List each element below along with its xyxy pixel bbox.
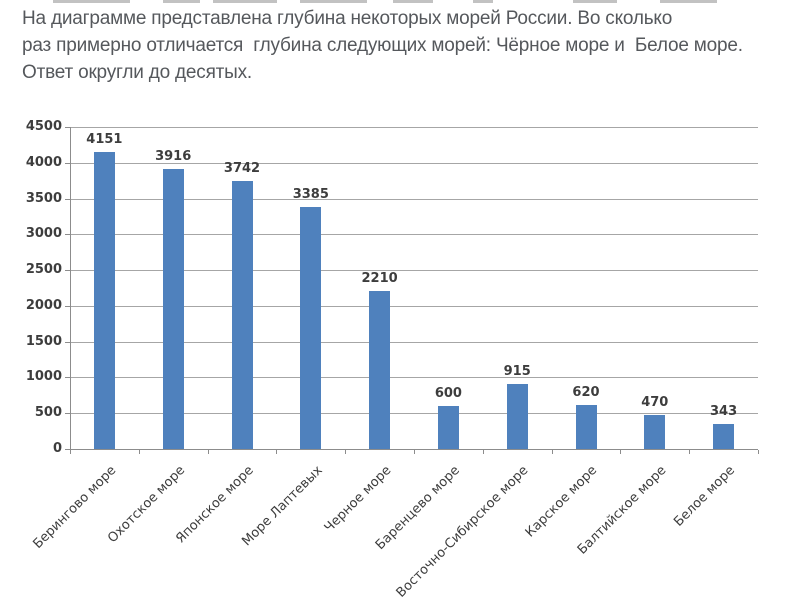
- bar-value-label: 4151: [86, 131, 123, 147]
- y-axis-line: [70, 127, 71, 449]
- y-axis-tick: [65, 377, 70, 379]
- clipped-text-remnant: [393, 0, 433, 3]
- clipped-text-remnant: [53, 0, 130, 3]
- bar: [300, 206, 322, 449]
- y-axis-tick: [65, 413, 70, 415]
- bar: [644, 415, 666, 449]
- bar-value-label: 343: [710, 404, 738, 420]
- bar-value-label: 3742: [223, 161, 261, 177]
- x-axis-tick: [70, 450, 71, 454]
- gridline: [70, 198, 758, 200]
- clipped-text-remnant: [573, 0, 617, 3]
- clipped-text-remnant: [163, 0, 200, 3]
- bar-value-label: 470: [641, 395, 669, 411]
- x-category-label-text: Белое море: [671, 463, 739, 530]
- gridline: [70, 234, 758, 236]
- y-axis-label: 3000: [25, 226, 62, 242]
- x-axis-tick: [758, 450, 759, 454]
- y-axis-label: 4000: [25, 154, 62, 170]
- clipped-text-remnant: [213, 0, 277, 3]
- y-axis-label: 1500: [25, 333, 62, 349]
- bar: [162, 168, 184, 449]
- bar: [369, 290, 391, 449]
- x-axis-tick: [689, 450, 691, 454]
- y-axis-label: 2500: [25, 262, 62, 278]
- bar: [713, 424, 735, 449]
- x-category-label-text: Берингово море: [30, 463, 119, 552]
- gridline: [70, 377, 758, 379]
- y-axis-tick: [65, 341, 70, 343]
- question-text: На диаграмме представлена глубина некото…: [22, 5, 782, 86]
- x-axis-tick: [138, 450, 140, 454]
- clipped-text-remnant: [300, 0, 367, 3]
- x-axis-tick: [551, 450, 553, 454]
- clipped-text-remnant: [473, 0, 493, 3]
- x-category-label-text: Черное море: [321, 463, 395, 536]
- x-axis-tick: [414, 450, 415, 454]
- bar: [93, 151, 115, 449]
- x-axis-line: [70, 449, 758, 450]
- x-axis-tick: [207, 450, 209, 454]
- gridline: [70, 341, 758, 343]
- x-axis-tick: [482, 450, 484, 454]
- clipped-text-remnant: [660, 0, 717, 3]
- x-axis-tick: [620, 450, 622, 454]
- x-category-label-text: Восточно-Сибирское море: [394, 463, 532, 601]
- y-axis-label: 0: [52, 441, 62, 456]
- y-axis-label: 500: [34, 405, 62, 421]
- gridline: [70, 162, 758, 164]
- y-axis-label: 3500: [25, 190, 62, 206]
- bar: [437, 406, 459, 449]
- y-axis-label: 4500: [25, 119, 62, 134]
- question-line-2: раз примерно отличается глубина следующи…: [22, 35, 743, 56]
- y-axis-tick: [65, 234, 70, 236]
- gridline: [70, 413, 758, 415]
- gridline: [70, 305, 758, 307]
- x-axis-tick: [276, 450, 278, 454]
- x-category-label-text: Карское море: [523, 463, 601, 541]
- y-axis-tick: [65, 270, 70, 272]
- gridline: [70, 127, 758, 128]
- y-axis-label: 2000: [25, 297, 62, 313]
- bar-value-label: 3916: [155, 148, 192, 164]
- bar: [506, 383, 528, 449]
- gridline: [70, 270, 758, 272]
- y-axis-tick: [65, 162, 70, 164]
- bar-value-label: 3385: [292, 186, 329, 202]
- bar-value-label: 2210: [361, 270, 398, 286]
- x-axis-tick: [345, 450, 347, 454]
- y-axis-tick: [65, 198, 70, 200]
- bar: [575, 404, 597, 449]
- question-line-3: Ответ округли до десятых.: [22, 62, 253, 83]
- y-axis-label: 1000: [25, 369, 62, 385]
- bar-value-label: 620: [572, 384, 600, 400]
- question-line-1: На диаграмме представлена глубина некото…: [22, 8, 673, 29]
- y-axis-tick: [65, 305, 70, 307]
- bar: [231, 181, 253, 449]
- y-axis-tick: [65, 449, 70, 450]
- bar-value-label: 915: [503, 363, 531, 379]
- bar-value-label: 600: [434, 386, 462, 402]
- y-axis-tick: [65, 127, 70, 128]
